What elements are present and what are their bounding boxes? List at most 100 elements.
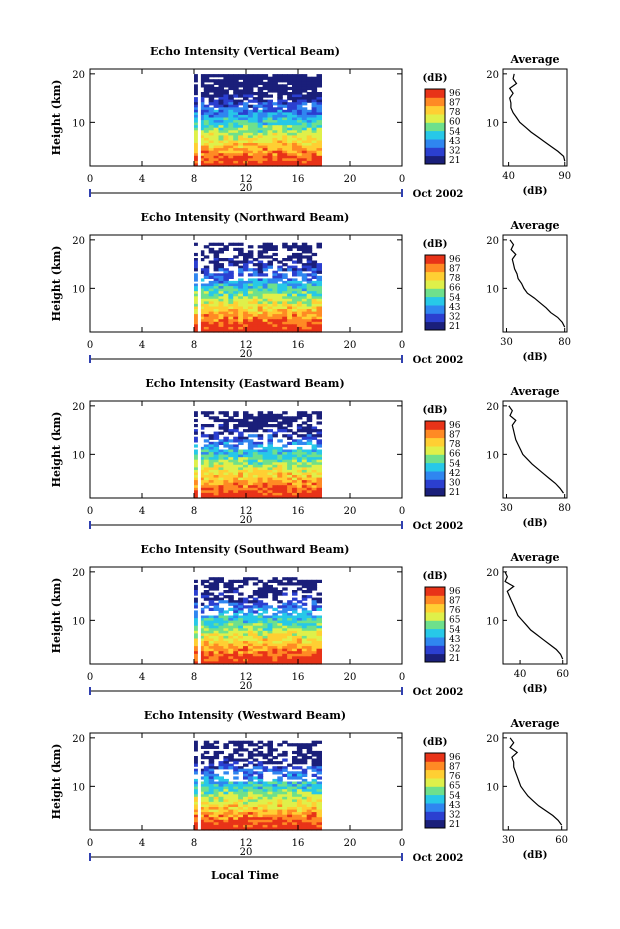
- heatmap-cell: [218, 74, 224, 78]
- heatmap-cell: [198, 756, 205, 760]
- heatmap-cell: [306, 112, 313, 116]
- heatmap-cell: [243, 641, 249, 645]
- heatmap-cell: [301, 411, 308, 415]
- heatmap-cell: [213, 137, 220, 142]
- heatmap-cell: [306, 135, 313, 139]
- heatmap-cell: [272, 273, 278, 277]
- heatmap-cell: [247, 577, 254, 581]
- heatmap-cell: [233, 781, 239, 785]
- heatmap-cell: [316, 653, 322, 657]
- heatmap-cell: [311, 76, 318, 80]
- heatmap-cell: [272, 275, 278, 279]
- heatmap-cell: [213, 817, 220, 821]
- heatmap-cell: [223, 99, 229, 103]
- heatmap-cell: [213, 454, 220, 458]
- heatmap-cell: [208, 615, 215, 619]
- heatmap-cell: [277, 421, 283, 425]
- heatmap-cell: [194, 789, 200, 793]
- heatmap-cell: [252, 807, 259, 811]
- heatmap-cell: [218, 99, 224, 103]
- heatmap-cell: [247, 260, 254, 264]
- heatmap-cell: [301, 163, 308, 167]
- heatmap-cell: [198, 112, 205, 116]
- heatmap-cell: [203, 311, 210, 315]
- heatmap-cell: [257, 643, 264, 647]
- heatmap-cell: [223, 661, 229, 665]
- heatmap-cell: [238, 132, 244, 136]
- heatmap-cell: [287, 773, 293, 777]
- y-axis-label: Height (km): [50, 80, 63, 156]
- heatmap-cell: [296, 117, 303, 121]
- heatmap-cell: [228, 158, 234, 162]
- heatmap-cell: [316, 263, 322, 267]
- heatmap-cell: [198, 250, 205, 254]
- heatmap-cell: [208, 125, 215, 129]
- heatmap-cell: [218, 324, 224, 328]
- heatmap-cell: [198, 153, 205, 157]
- heatmap-cell: [262, 143, 269, 147]
- heatmap-cell: [194, 615, 200, 619]
- heatmap-cell: [311, 321, 318, 325]
- heatmap-cell: [301, 646, 308, 650]
- heatmap-cell: [198, 92, 205, 96]
- heatmap-cell: [243, 801, 249, 806]
- heatmap-cell: [243, 758, 249, 762]
- heatmap-cell: [198, 411, 205, 415]
- heatmap-cell: [247, 112, 254, 116]
- heatmap-cell: [282, 485, 288, 489]
- heatmap-cell: [233, 163, 239, 167]
- heatmap-cell: [292, 492, 298, 497]
- heatmap-cell: [311, 492, 318, 497]
- heatmap-cell: [238, 280, 244, 285]
- heatmap-cell: [194, 296, 200, 300]
- heatmap-cell: [277, 92, 283, 96]
- heatmap-cell: [262, 153, 269, 157]
- heatmap-cell: [223, 74, 229, 78]
- heatmap-cell: [296, 114, 303, 119]
- heatmap-cell: [194, 618, 200, 622]
- heatmap-cell: [282, 487, 288, 491]
- heatmap-cell: [238, 324, 244, 328]
- heatmap-cell: [257, 99, 264, 103]
- heatmap-cell: [257, 469, 264, 474]
- heatmap-cell: [282, 291, 288, 295]
- heatmap-cell: [194, 319, 200, 323]
- heatmap-cell: [287, 600, 293, 604]
- heatmap-cell: [306, 801, 313, 806]
- heatmap-cell: [272, 74, 278, 78]
- heatmap-cell: [267, 135, 273, 139]
- heatmap-cell: [247, 607, 254, 611]
- x-tick-label: 0: [87, 506, 93, 517]
- heatmap-cell: [208, 286, 215, 290]
- heatmap-cell: [272, 81, 278, 85]
- heatmap-cell: [218, 485, 224, 489]
- x-tick-label: 4: [139, 838, 145, 849]
- heatmap-cell: [296, 441, 303, 445]
- heatmap-cell: [238, 293, 244, 297]
- heatmap-cell: [257, 293, 264, 297]
- heatmap-cell: [311, 97, 318, 101]
- heatmap-cell: [228, 469, 234, 474]
- heatmap-cell: [252, 771, 259, 775]
- heatmap-cell: [243, 436, 249, 440]
- heatmap-cell: [203, 492, 210, 497]
- heatmap-cell: [316, 79, 322, 83]
- heatmap-cell: [228, 298, 234, 302]
- heatmap-cell: [223, 625, 229, 629]
- heatmap-cell: [194, 104, 200, 108]
- average-x-tick-label: 30: [502, 835, 515, 846]
- heatmap-cell: [213, 163, 220, 167]
- heatmap-cell: [228, 789, 234, 793]
- heatmap-cell: [252, 148, 259, 152]
- heatmap-cell: [287, 480, 293, 484]
- heatmap-cell: [282, 635, 288, 640]
- heatmap-cell: [238, 799, 244, 803]
- heatmap-cell: [311, 112, 318, 116]
- heatmap-cell: [252, 809, 259, 813]
- heatmap-cell: [262, 296, 269, 300]
- heatmap-cell: [262, 280, 269, 285]
- heatmap-cell: [316, 469, 322, 474]
- heatmap-cell: [282, 286, 288, 290]
- heatmap-cell: [296, 252, 303, 257]
- heatmap-cell: [272, 316, 278, 320]
